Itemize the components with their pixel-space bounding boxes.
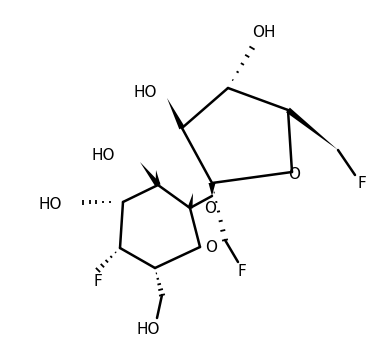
Text: O: O bbox=[288, 166, 300, 182]
Text: O: O bbox=[205, 240, 217, 255]
Text: HO: HO bbox=[39, 197, 62, 212]
Polygon shape bbox=[208, 183, 215, 196]
Polygon shape bbox=[286, 108, 338, 150]
Text: HO: HO bbox=[136, 323, 160, 338]
Text: F: F bbox=[357, 175, 366, 190]
Text: O: O bbox=[204, 201, 216, 216]
Text: HO: HO bbox=[134, 84, 157, 100]
Polygon shape bbox=[167, 98, 185, 129]
Text: HO: HO bbox=[91, 147, 115, 163]
Text: OH: OH bbox=[252, 24, 276, 39]
Polygon shape bbox=[156, 170, 161, 185]
Text: F: F bbox=[94, 275, 102, 290]
Polygon shape bbox=[140, 162, 160, 187]
Polygon shape bbox=[188, 193, 193, 208]
Text: F: F bbox=[238, 265, 246, 280]
